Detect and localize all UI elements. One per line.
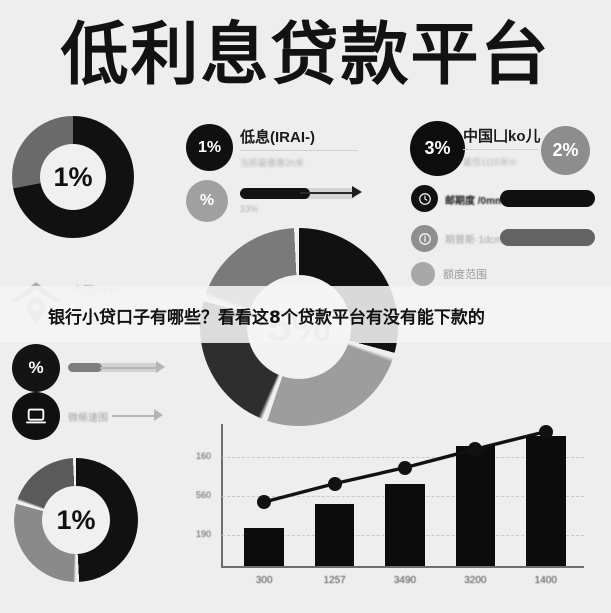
donut-chart-bottom-left: 1%	[14, 458, 138, 582]
chart-y-tick: 160	[196, 450, 212, 461]
middle-panel-divider	[240, 150, 358, 151]
laptop-row-label: 微帳速围	[68, 413, 108, 424]
caption-band	[0, 286, 611, 343]
middle-panel-subtext: 当前最優惠2h米	[240, 158, 305, 168]
dot-icon	[411, 262, 435, 286]
chart-bar	[526, 435, 566, 566]
clock-icon	[411, 185, 438, 212]
right-row-2-label: 期普斯·1dcm	[445, 235, 503, 246]
chart-x-tick: 1257	[323, 575, 346, 586]
left-progress-fill	[68, 363, 102, 372]
right-row-3-label: 额度范围	[443, 269, 487, 281]
info-icon	[411, 225, 438, 252]
chart-bar	[314, 504, 355, 566]
chart-line-point	[398, 460, 412, 475]
chart-x-tick: 1400	[534, 575, 557, 586]
right-row-2-bar	[500, 229, 595, 246]
donut-chart-top-left: 1%	[12, 116, 134, 238]
chart-bar	[385, 483, 425, 566]
chart-x-tick: 3490	[393, 575, 417, 586]
page-title: 低利息贷款平台	[60, 15, 551, 95]
badge-right-secondary: 2%	[541, 126, 590, 175]
chart-bar	[455, 446, 496, 566]
right-panel-subtext: 最低1116米m	[463, 157, 517, 167]
badge-middle-percent: 1%	[186, 124, 233, 171]
caption-text: 银行小贷口子有哪些？看看这8个贷款平台有没有能下款的	[48, 308, 485, 328]
bar-line-chart: 160 560 190 300 1257 3490 3200 1400	[196, 420, 596, 613]
right-row-1-label: 邮期度 /0mm	[445, 196, 504, 207]
left-arrow-line-2	[112, 415, 160, 417]
donut-top-left-value: 1%	[40, 144, 106, 210]
arrow-right-icon	[352, 186, 362, 198]
middle-progress-label: 33%	[240, 204, 259, 214]
chart-x-axis	[221, 566, 584, 568]
middle-progress-fill	[240, 188, 310, 199]
arrow-right-icon	[156, 361, 165, 373]
laptop-icon-badge	[12, 392, 60, 440]
donut-bottom-left-value: 1%	[42, 486, 110, 554]
right-panel-divider	[463, 149, 538, 150]
middle-arrow-line	[300, 192, 358, 194]
arrow-right-icon	[154, 409, 163, 421]
badge-left-percent: %	[12, 344, 60, 392]
chart-line-point	[327, 476, 342, 491]
badge-right-primary: 3%	[410, 121, 465, 176]
middle-panel-heading: 低息(IRAI-)	[240, 129, 315, 146]
right-row-1-bar	[500, 190, 595, 207]
chart-x-tick: 3200	[464, 575, 487, 586]
chart-line-point	[538, 424, 553, 439]
chart-line-point	[468, 442, 483, 457]
chart-line-point	[257, 495, 272, 509]
chart-y-tick: 190	[196, 529, 212, 540]
right-panel-heading: 中国凵ko儿	[463, 128, 541, 145]
chart-y-tick: 560	[196, 490, 212, 500]
left-arrow-line-1	[100, 367, 162, 369]
chart-x-tick: 300	[255, 575, 273, 586]
chart-bar	[244, 527, 284, 566]
badge-middle-percent-symbol: %	[186, 180, 228, 222]
chart-gridline	[222, 456, 584, 458]
chart-y-axis	[221, 424, 223, 567]
